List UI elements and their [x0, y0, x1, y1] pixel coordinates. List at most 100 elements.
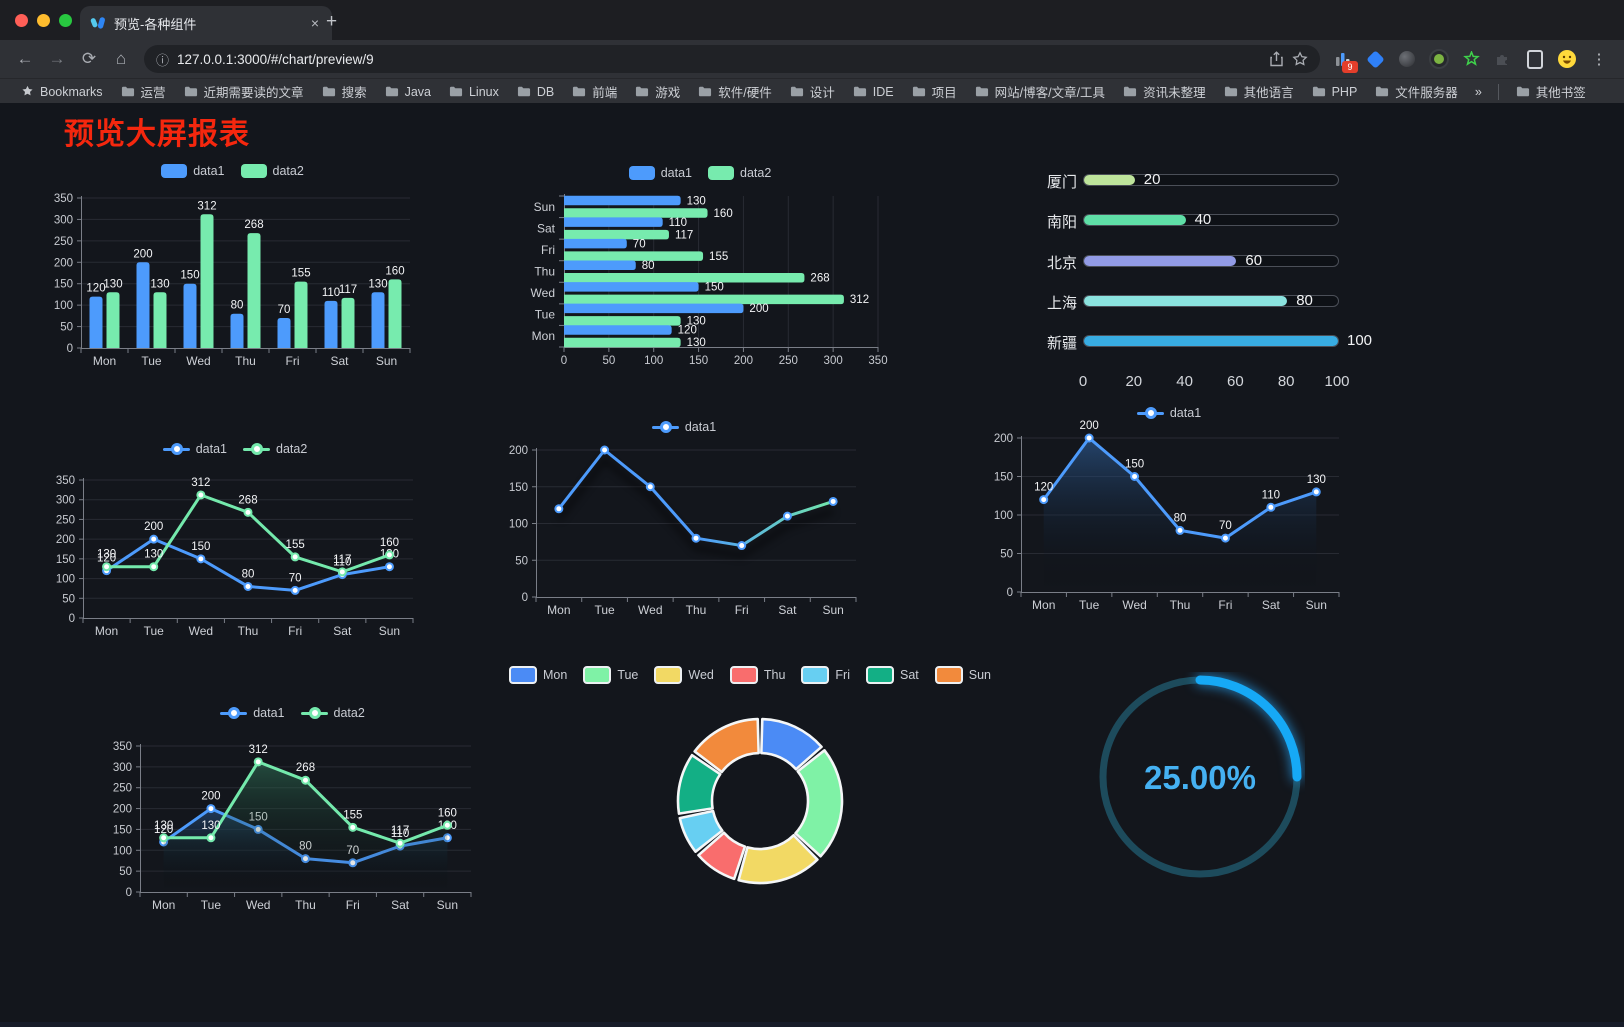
bookmark-folder[interactable]: 前端	[563, 80, 626, 103]
bookmark-folder[interactable]: 项目	[903, 80, 966, 103]
legend-item-data1[interactable]: data1	[220, 706, 285, 720]
legend-item-data1[interactable]: data1	[651, 420, 716, 434]
legend-item-Wed[interactable]: Wed	[654, 666, 714, 684]
single-area-chart: 0 50 100 150 200 Mon Tue Wed Thu Fri Sat Sun 120 200 1…	[985, 402, 1353, 617]
legend-item-data2[interactable]: data2	[300, 706, 365, 720]
sidepanel-icon[interactable]	[1524, 48, 1546, 70]
legend-item-Sat[interactable]: Sat	[866, 666, 919, 684]
forward-button[interactable]: →	[48, 49, 66, 68]
legend-item-Tue[interactable]: Tue	[583, 666, 638, 684]
legend-item-Mon[interactable]: Mon	[508, 666, 567, 684]
bookmark-folder-label: 设计	[809, 86, 835, 100]
bookmarks-separator	[1497, 83, 1499, 100]
svg-text:200: 200	[56, 534, 75, 546]
bookmark-folder-label: Java	[404, 84, 431, 99]
legend-item-Sun[interactable]: Sun	[934, 666, 991, 684]
other-bookmarks-folder[interactable]: 其他书签	[1507, 80, 1595, 103]
svg-text:Mon: Mon	[95, 624, 118, 638]
bookmarks-manager[interactable]: Bookmarks	[12, 83, 112, 101]
grouped-bar-chart: 0 50 100 150 200 250 300 350 Mon Tue Wed Thu Fri Sat S…	[45, 152, 420, 380]
c1-canvas: 0 50 100 150 200 250 300 350 Mon Tue Wed Thu Fri Sat S…	[54, 193, 411, 368]
svg-text:Fri: Fri	[288, 624, 302, 638]
tab-close-icon[interactable]: ×	[310, 15, 319, 31]
bookmark-folder[interactable]: IDE	[844, 83, 903, 101]
bookmark-folder[interactable]: 运营	[112, 80, 175, 103]
minimize-window-button[interactable]	[37, 14, 50, 27]
extension-green-dot-icon[interactable]	[1428, 48, 1450, 70]
svg-text:160: 160	[438, 807, 457, 819]
svg-text:Tue: Tue	[144, 624, 165, 638]
svg-text:0: 0	[69, 613, 75, 625]
legend-item-Thu[interactable]: Thu	[729, 666, 785, 684]
legend-item-data2[interactable]: data2	[240, 164, 304, 178]
bookmark-folder[interactable]: 网站/博客/文章/工具	[966, 80, 1114, 103]
address-bar[interactable]: ⓘ 127.0.0.1:3000/#/chart/preview/9	[144, 45, 1320, 73]
bookmark-folder[interactable]: 资讯未整理	[1114, 80, 1215, 103]
bookmark-folder[interactable]: 设计	[781, 80, 844, 103]
bookmark-folder-label: 文件服务器	[1395, 86, 1458, 100]
progress-fill	[1084, 215, 1186, 225]
svg-text:Mon: Mon	[532, 329, 555, 343]
bookmarks-overflow-chevron[interactable]: »	[1474, 84, 1482, 99]
legend-item-Fri[interactable]: Fri	[801, 666, 850, 684]
legend-item-data1[interactable]: data1	[161, 164, 225, 178]
bookmark-folder[interactable]: 其他语言	[1215, 80, 1303, 103]
legend-item-data1[interactable]: data1	[162, 442, 227, 456]
svg-text:200: 200	[994, 433, 1013, 445]
extension-puzzle-icon[interactable]	[1492, 48, 1514, 70]
legend-swatch	[729, 666, 758, 684]
legend-item-data2[interactable]: data2	[708, 166, 771, 180]
gradient-line-chart: 0 50 100 150 200 Mon Tue Wed Thu Fri Sat Sun data1	[498, 412, 870, 627]
bookmark-folder[interactable]: Linux	[440, 83, 508, 101]
svg-text:50: 50	[515, 555, 528, 567]
svg-text:Wed: Wed	[189, 624, 213, 638]
new-tab-button[interactable]: +	[326, 11, 338, 32]
legend-swatch	[708, 166, 734, 180]
svg-text:130: 130	[1307, 474, 1326, 486]
legend-label: data2	[333, 706, 365, 720]
close-window-button[interactable]	[15, 14, 28, 27]
progress-value: 20	[1143, 171, 1161, 188]
legend-item-data2[interactable]: data2	[243, 442, 307, 456]
extension-stats-icon[interactable]: 9	[1332, 48, 1358, 73]
svg-text:50: 50	[602, 355, 615, 367]
extension-kite-icon[interactable]	[1364, 48, 1386, 70]
extension-globe-icon[interactable]	[1396, 48, 1418, 70]
legend-swatch	[654, 666, 683, 684]
svg-text:117: 117	[675, 229, 693, 241]
back-button[interactable]: ←	[16, 49, 34, 68]
progress-fill	[1084, 336, 1338, 346]
extension-star-icon[interactable]	[1460, 48, 1482, 70]
bookmark-star-icon[interactable]	[1292, 51, 1308, 67]
legend-item-data1[interactable]: data1	[628, 166, 692, 180]
svg-text:0: 0	[126, 887, 132, 899]
bookmark-folder[interactable]: 近期需要读的文章	[175, 80, 313, 103]
progress-value: 100	[1347, 332, 1373, 349]
bookmark-folder[interactable]: 文件服务器	[1366, 80, 1467, 103]
menu-icon[interactable]: ⋮	[1591, 51, 1607, 68]
site-info-icon[interactable]: ⓘ	[156, 52, 170, 68]
browser-tab[interactable]: 预览-各种组件 ×	[80, 6, 332, 40]
favicon	[90, 15, 106, 31]
home-button[interactable]: ⌂	[115, 49, 127, 68]
extensions-row: 9 ⋮	[1328, 48, 1614, 73]
bookmark-folder[interactable]: Java	[376, 83, 440, 101]
svg-text:150: 150	[54, 279, 73, 291]
legend-item-data1[interactable]: data1	[1136, 406, 1201, 420]
bookmark-folder[interactable]: 游戏	[626, 80, 689, 103]
bookmark-folder[interactable]: DB	[508, 83, 563, 101]
share-icon[interactable]	[1269, 51, 1284, 67]
bookmarks-label: Bookmarks	[40, 84, 103, 99]
bookmark-folder-label: 搜索	[341, 86, 367, 100]
profile-avatar[interactable]	[1556, 48, 1578, 70]
progress-label: 上海	[1046, 295, 1077, 312]
bookmark-folder[interactable]: 软件/硬件	[689, 80, 780, 103]
folder-icon	[449, 86, 463, 97]
maximize-window-button[interactable]	[59, 14, 72, 27]
reload-button[interactable]: ⟳	[81, 49, 97, 68]
bookmark-folder[interactable]: PHP	[1303, 83, 1367, 101]
url-text[interactable]: 127.0.0.1:3000/#/chart/preview/9	[177, 51, 374, 67]
progress-label: 北京	[1046, 255, 1077, 272]
bookmark-folder[interactable]: 搜索	[313, 80, 376, 103]
svg-text:350: 350	[113, 741, 132, 753]
